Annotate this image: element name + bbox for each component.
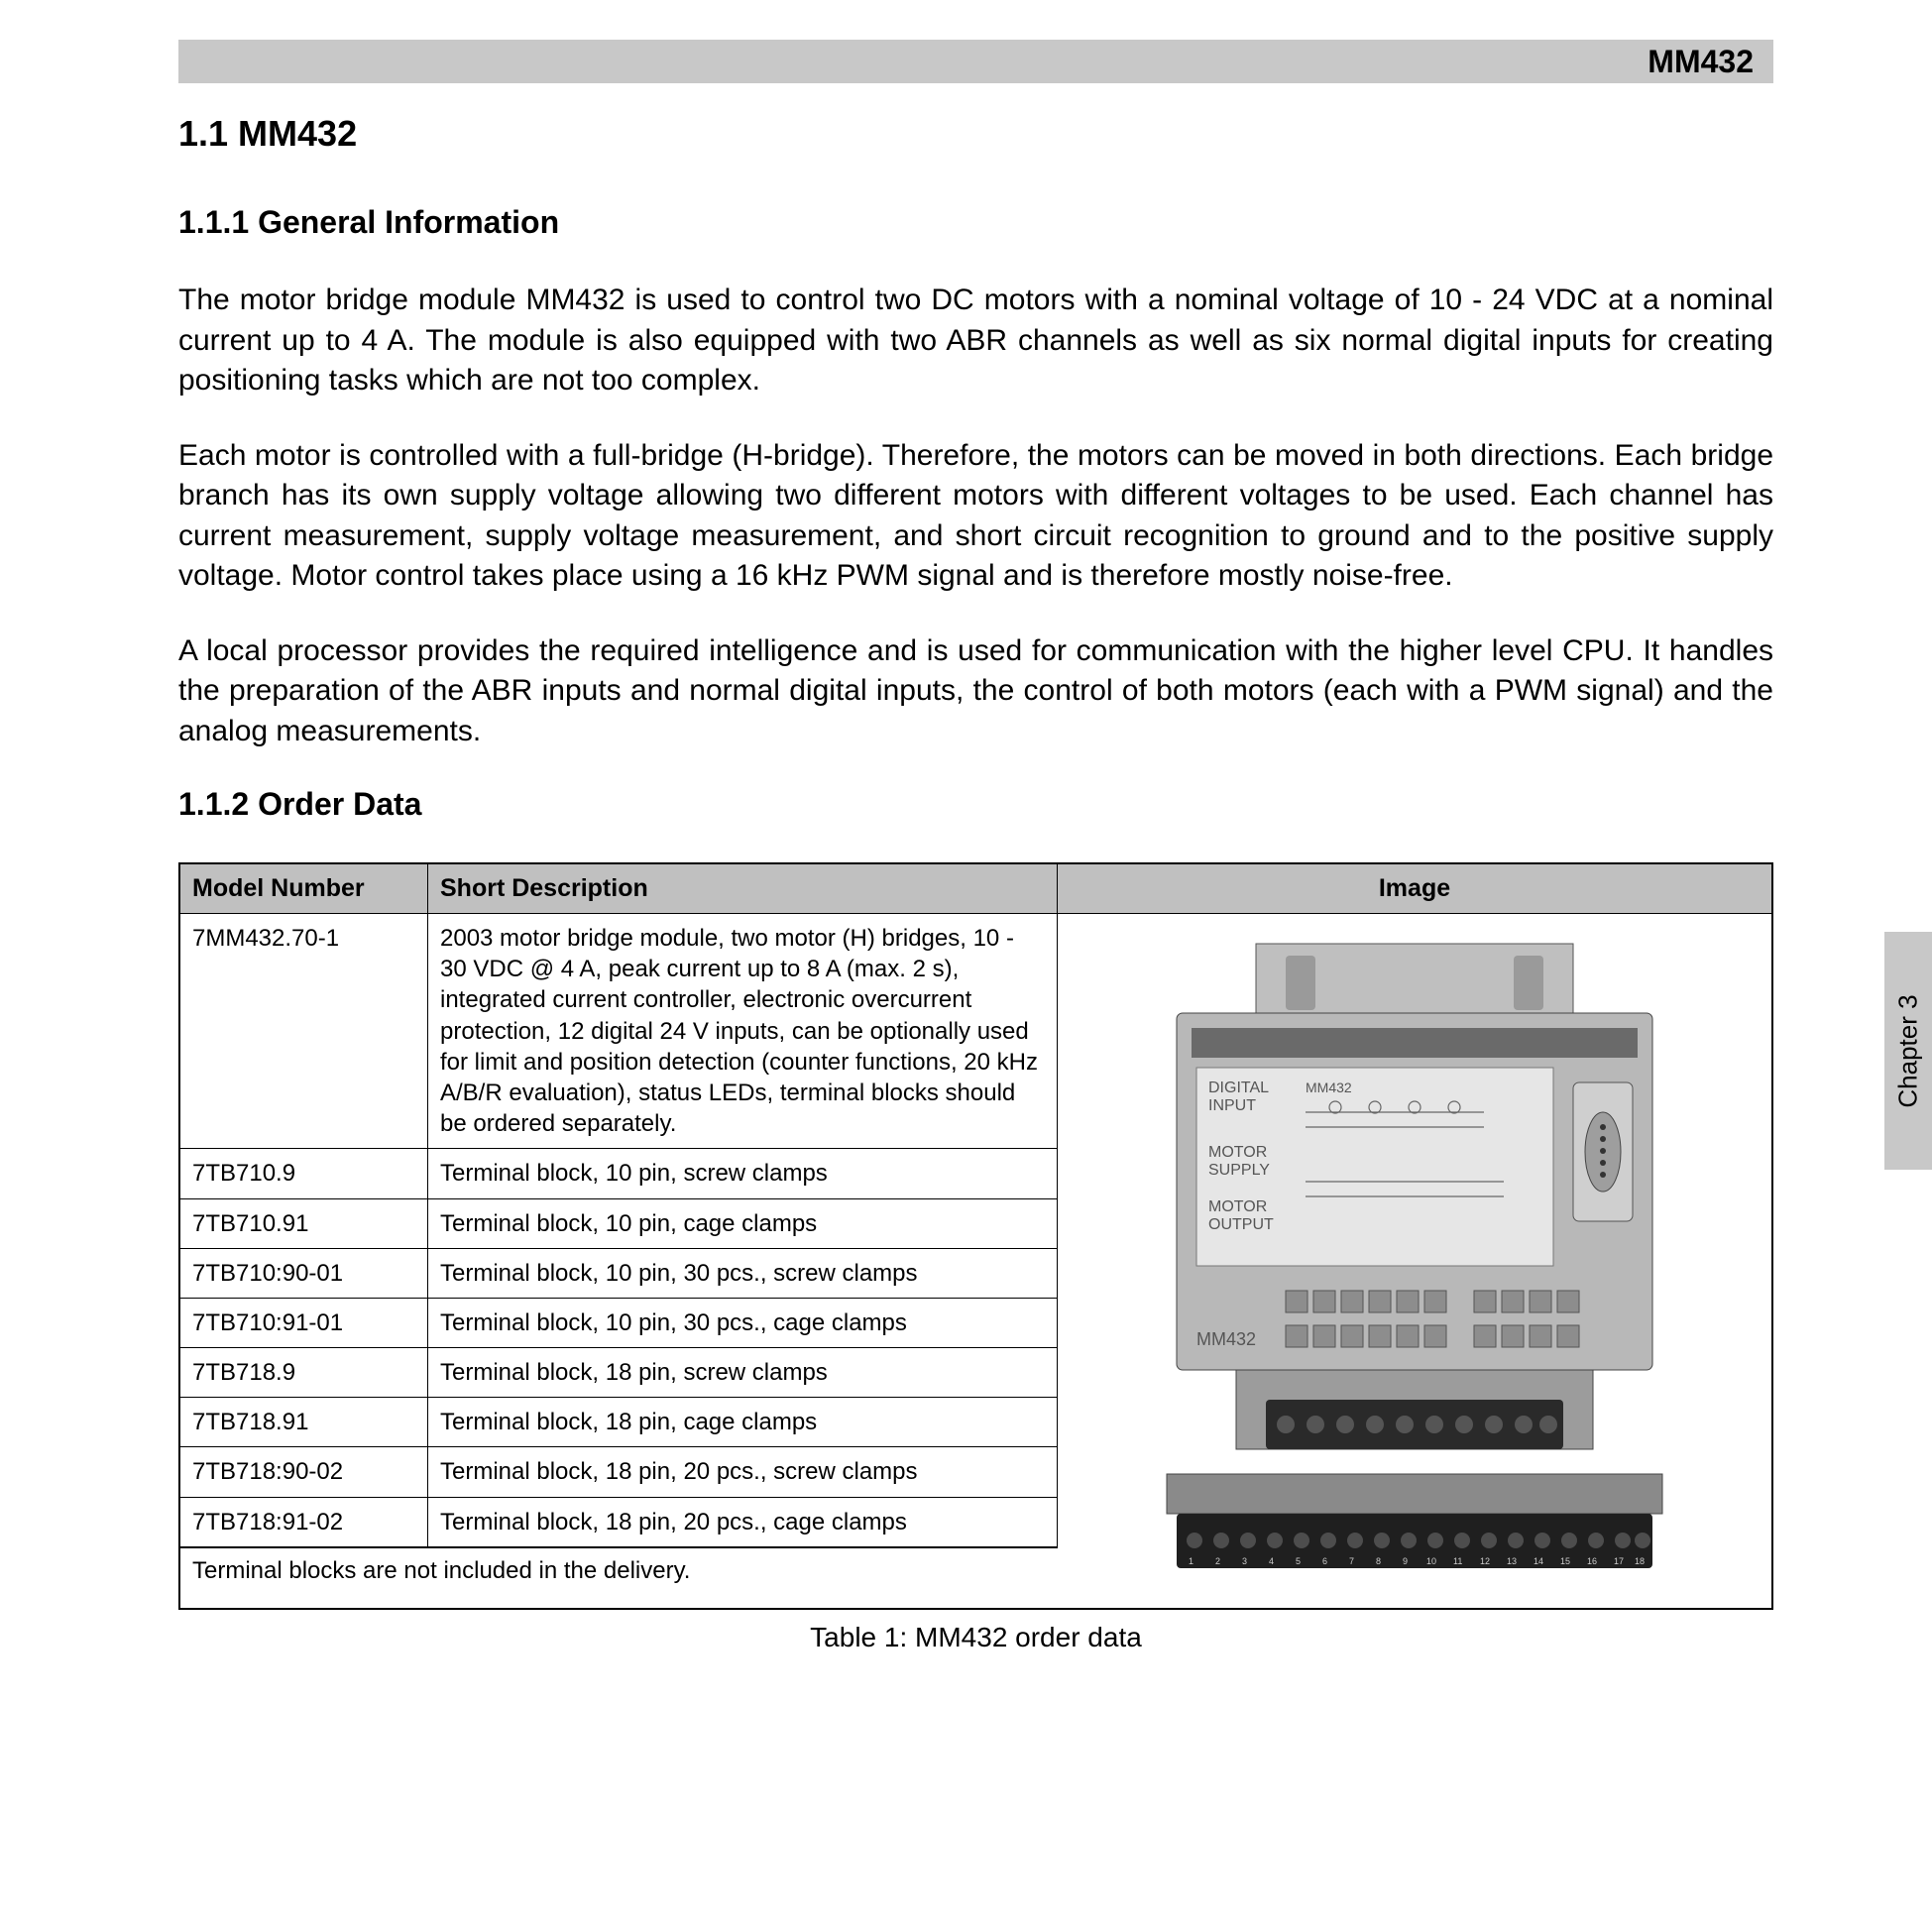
svg-text:12: 12 bbox=[1480, 1556, 1490, 1566]
table-header-model: Model Number bbox=[180, 864, 428, 913]
table-cell-desc: Terminal block, 18 pin, cage clamps bbox=[428, 1398, 1058, 1446]
table-row: 7TB710:91-01Terminal block, 10 pin, 30 p… bbox=[180, 1299, 1058, 1348]
table-cell-desc: Terminal block, 10 pin, 30 pcs., screw c… bbox=[428, 1249, 1058, 1298]
order-data-table: Model Number Short Description Image 7MM… bbox=[178, 862, 1773, 1610]
table-cell-desc: 2003 motor bridge module, two motor (H) … bbox=[428, 914, 1058, 1148]
table-row: 7TB718.91Terminal block, 18 pin, cage cl… bbox=[180, 1398, 1058, 1447]
table-caption: Table 1: MM432 order data bbox=[178, 1622, 1773, 1653]
svg-text:SUPPLY: SUPPLY bbox=[1208, 1162, 1270, 1179]
page-header-bar: MM432 bbox=[178, 40, 1773, 83]
table-body-left: 7MM432.70-12003 motor bridge module, two… bbox=[180, 914, 1058, 1608]
table-cell-model: 7TB710:90-01 bbox=[180, 1249, 428, 1298]
table-row: 7TB710.91Terminal block, 10 pin, cage cl… bbox=[180, 1199, 1058, 1249]
table-image-cell: DIGITAL INPUT MM432 MOTOR SUPPLY MOTOR O… bbox=[1058, 914, 1771, 1608]
paragraph-2: Each motor is controlled with a full-bri… bbox=[178, 436, 1773, 597]
table-header-row: Model Number Short Description Image bbox=[180, 864, 1771, 914]
table-cell-model: 7TB710:91-01 bbox=[180, 1299, 428, 1347]
paragraph-3: A local processor provides the required … bbox=[178, 631, 1773, 752]
chapter-tab: Chapter 3 bbox=[1884, 932, 1932, 1170]
table-cell-desc: Terminal block, 10 pin, cage clamps bbox=[428, 1199, 1058, 1248]
table-row: 7TB718.9Terminal block, 18 pin, screw cl… bbox=[180, 1348, 1058, 1398]
table-cell-desc: Terminal block, 10 pin, screw clamps bbox=[428, 1149, 1058, 1197]
table-cell-model: 7TB718:91-02 bbox=[180, 1498, 428, 1546]
svg-text:16: 16 bbox=[1587, 1556, 1597, 1566]
table-cell-model: 7TB710.9 bbox=[180, 1149, 428, 1197]
table-cell-model: 7TB718.9 bbox=[180, 1348, 428, 1397]
svg-text:13: 13 bbox=[1507, 1556, 1517, 1566]
svg-text:OUTPUT: OUTPUT bbox=[1208, 1216, 1274, 1233]
table-header-desc: Short Description bbox=[428, 864, 1058, 913]
svg-text:MOTOR: MOTOR bbox=[1208, 1198, 1267, 1215]
svg-text:MM432: MM432 bbox=[1196, 1329, 1256, 1349]
table-row: 7TB710.9Terminal block, 10 pin, screw cl… bbox=[180, 1149, 1058, 1198]
svg-text:3: 3 bbox=[1242, 1556, 1247, 1566]
svg-text:5: 5 bbox=[1296, 1556, 1301, 1566]
table-cell-model: 7TB718:90-02 bbox=[180, 1447, 428, 1496]
table-cell-desc: Terminal block, 18 pin, 20 pcs., cage cl… bbox=[428, 1498, 1058, 1546]
svg-text:7: 7 bbox=[1349, 1556, 1354, 1566]
table-cell-desc: Terminal block, 18 pin, screw clamps bbox=[428, 1348, 1058, 1397]
table-cell-desc: Terminal block, 10 pin, 30 pcs., cage cl… bbox=[428, 1299, 1058, 1347]
svg-text:14: 14 bbox=[1534, 1556, 1543, 1566]
subsection-1-heading: 1.1.1 General Information bbox=[178, 204, 1773, 241]
svg-text:INPUT: INPUT bbox=[1208, 1097, 1256, 1114]
table-cell-model: 7TB718.91 bbox=[180, 1398, 428, 1446]
page-header-title: MM432 bbox=[1648, 44, 1754, 80]
svg-text:1: 1 bbox=[1189, 1556, 1193, 1566]
svg-text:9: 9 bbox=[1403, 1556, 1408, 1566]
chapter-tab-label: Chapter 3 bbox=[1893, 994, 1924, 1107]
table-row: 7MM432.70-12003 motor bridge module, two… bbox=[180, 914, 1058, 1149]
table-header-image: Image bbox=[1058, 864, 1771, 913]
svg-text:2: 2 bbox=[1215, 1556, 1220, 1566]
section-heading: 1.1 MM432 bbox=[178, 113, 1773, 155]
module-illustration: DIGITAL INPUT MM432 MOTOR SUPPLY MOTOR O… bbox=[1137, 934, 1692, 1588]
svg-text:18: 18 bbox=[1635, 1556, 1645, 1566]
table-cell-desc: Terminal block, 18 pin, 20 pcs., screw c… bbox=[428, 1447, 1058, 1496]
table-row: 7TB710:90-01Terminal block, 10 pin, 30 p… bbox=[180, 1249, 1058, 1299]
svg-text:6: 6 bbox=[1322, 1556, 1327, 1566]
table-footnote: Terminal blocks are not included in the … bbox=[180, 1547, 1058, 1594]
svg-text:15: 15 bbox=[1560, 1556, 1570, 1566]
svg-text:4: 4 bbox=[1269, 1556, 1274, 1566]
table-cell-model: 7TB710.91 bbox=[180, 1199, 428, 1248]
svg-text:MM432: MM432 bbox=[1306, 1080, 1352, 1095]
table-row: 7TB718:91-02Terminal block, 18 pin, 20 p… bbox=[180, 1498, 1058, 1547]
svg-text:8: 8 bbox=[1376, 1556, 1381, 1566]
svg-text:11: 11 bbox=[1453, 1556, 1462, 1566]
subsection-2-heading: 1.1.2 Order Data bbox=[178, 786, 1773, 823]
table-row: 7TB718:90-02Terminal block, 18 pin, 20 p… bbox=[180, 1447, 1058, 1497]
svg-text:DIGITAL: DIGITAL bbox=[1208, 1080, 1269, 1096]
svg-text:MOTOR: MOTOR bbox=[1208, 1144, 1267, 1161]
paragraph-1: The motor bridge module MM432 is used to… bbox=[178, 281, 1773, 401]
svg-text:17: 17 bbox=[1614, 1556, 1624, 1566]
table-cell-model: 7MM432.70-1 bbox=[180, 914, 428, 1148]
svg-text:10: 10 bbox=[1426, 1556, 1436, 1566]
